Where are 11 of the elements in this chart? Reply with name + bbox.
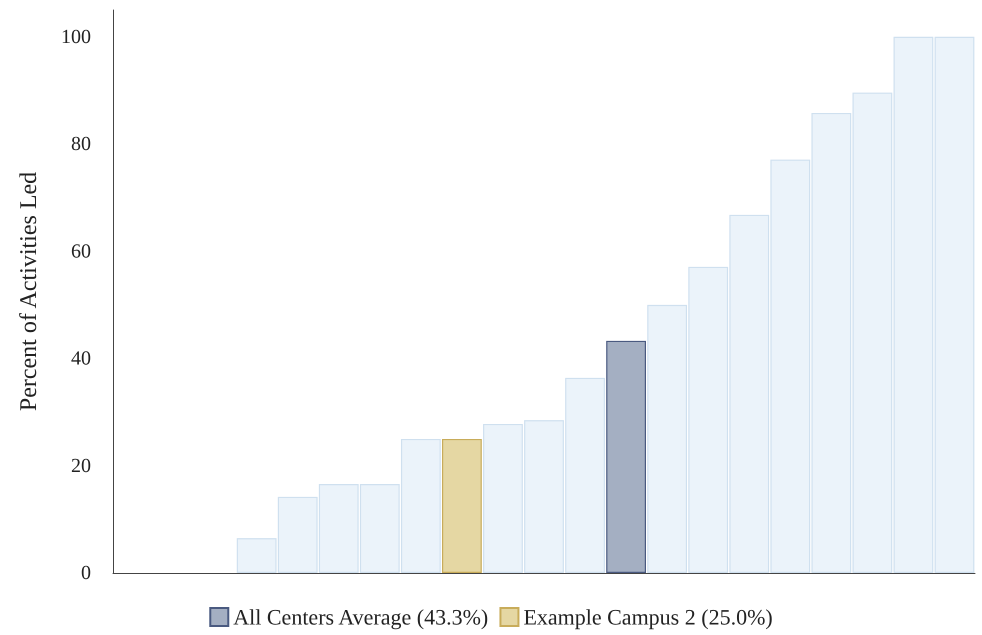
y-tick-label: 60 <box>71 240 91 262</box>
y-tick-label: 20 <box>71 454 91 477</box>
legend-label: All Centers Average (43.3%) <box>233 604 488 630</box>
y-tick-label: 0 <box>81 562 91 584</box>
y-axis-title: Percent of Activities Led <box>16 172 42 412</box>
y-tick-label: 40 <box>71 348 91 370</box>
y-tick-label: 80 <box>71 133 91 156</box>
bar <box>606 340 646 573</box>
bar <box>442 438 482 573</box>
legend-label: Example Campus 2 (25.0%) <box>523 604 773 630</box>
y-tick-label: 100 <box>61 26 91 48</box>
